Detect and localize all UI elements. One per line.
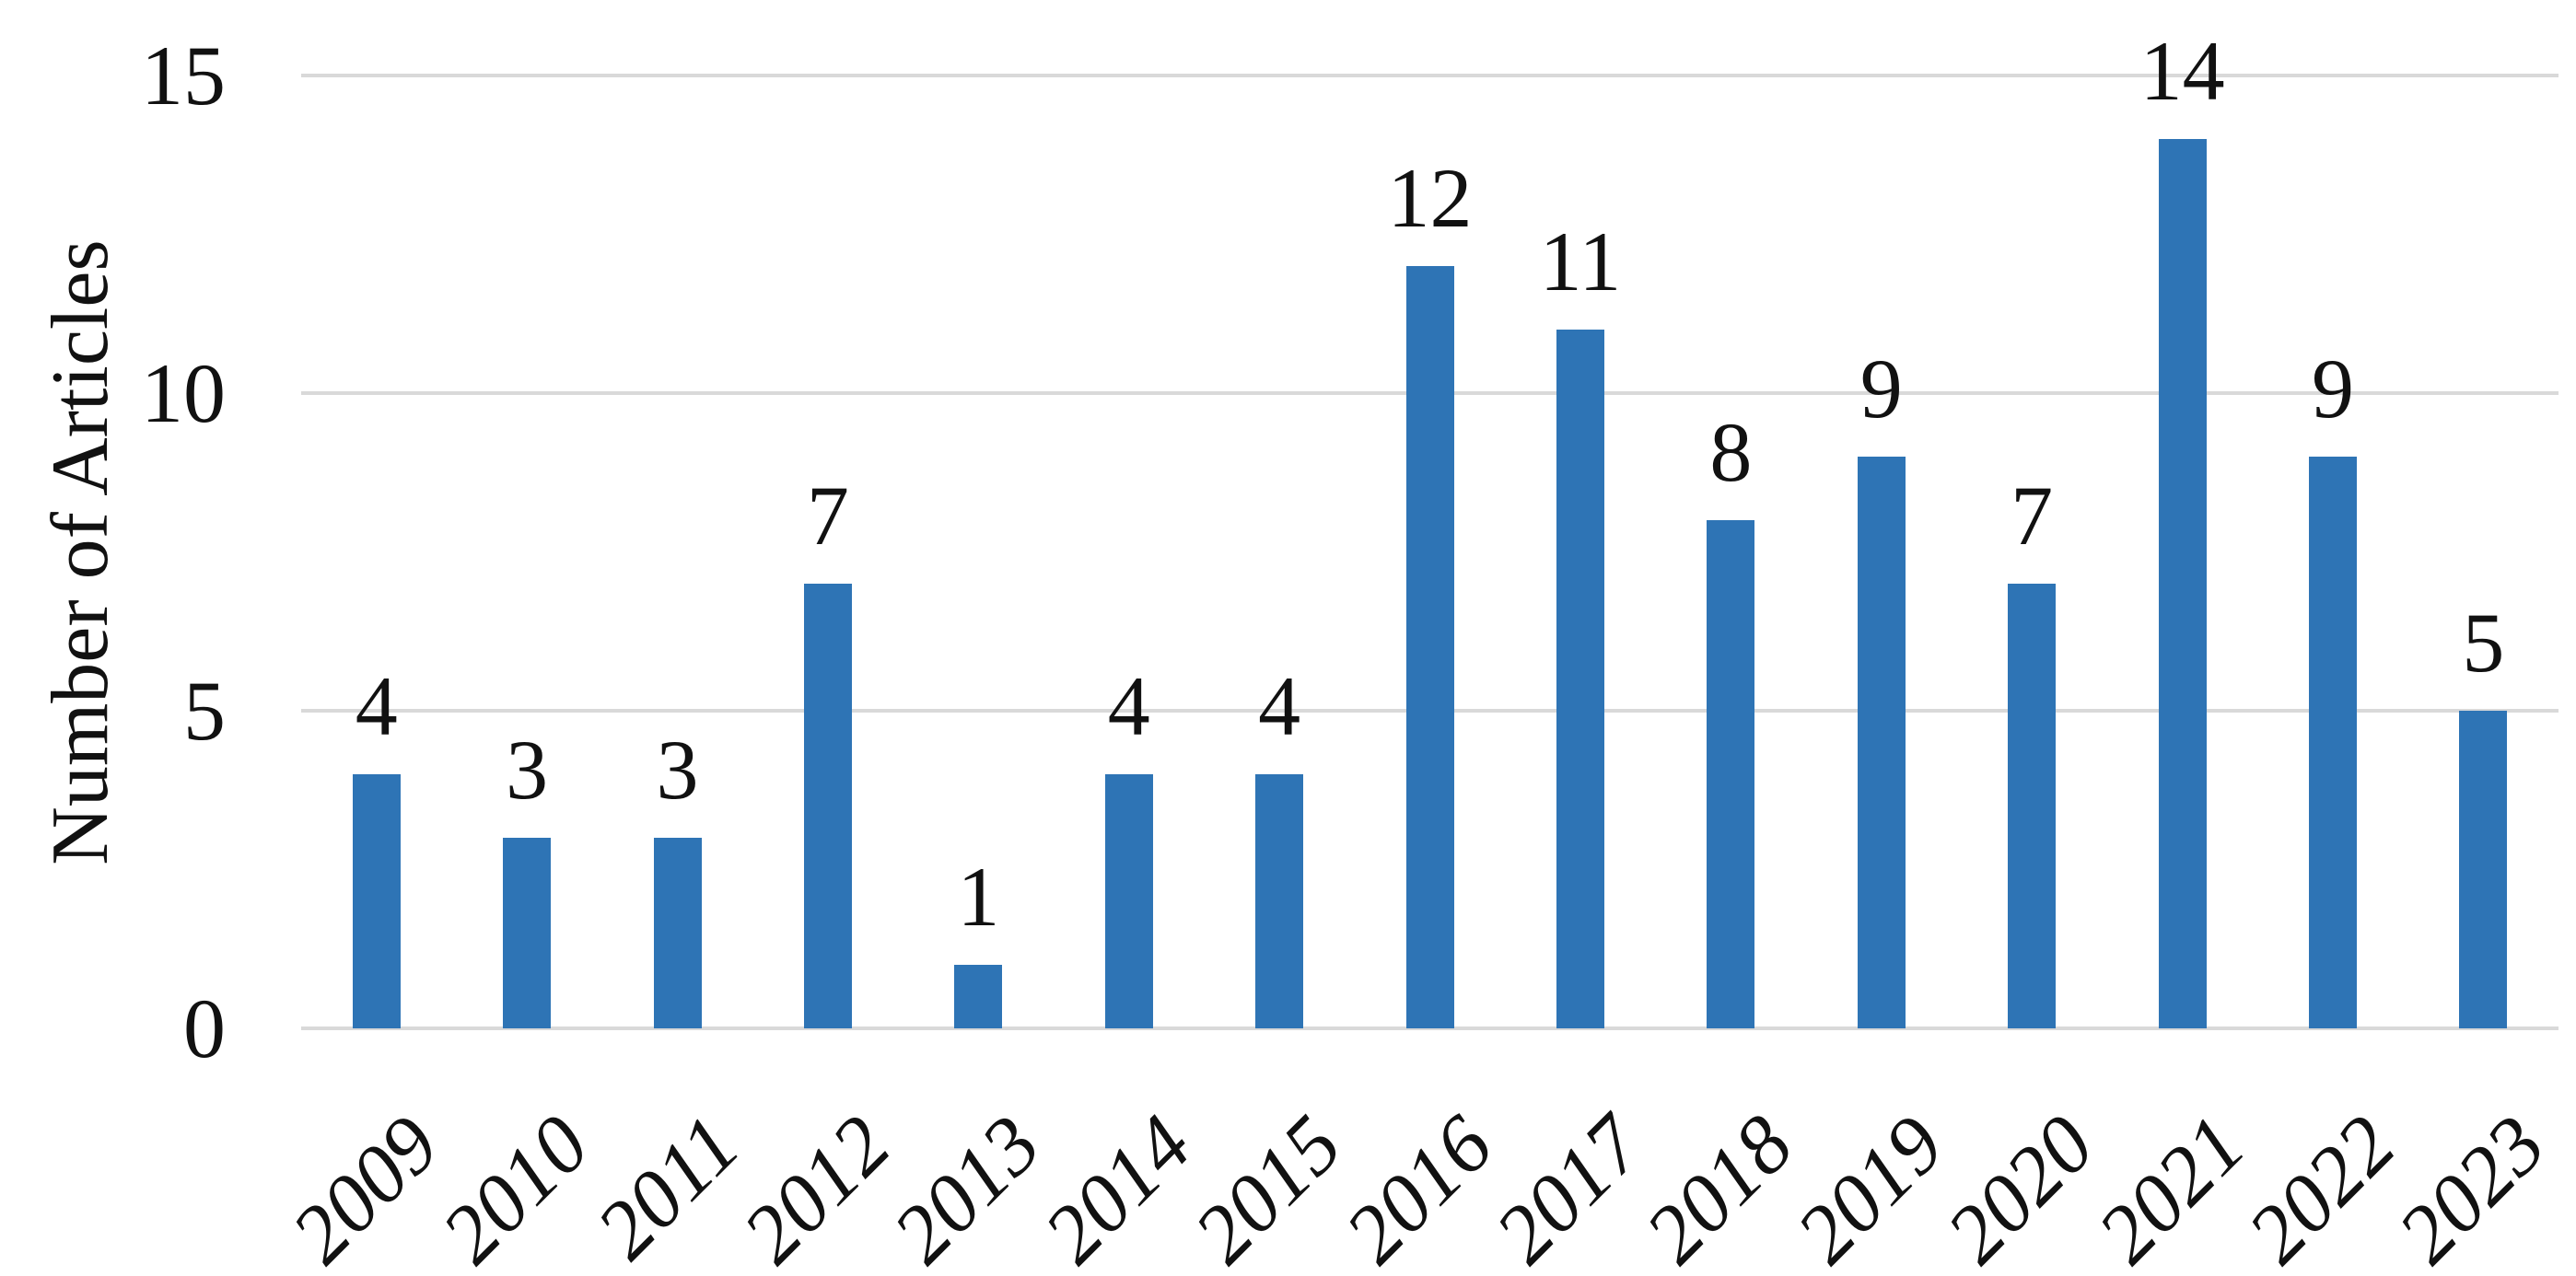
value-label-2021: 14	[2139, 24, 2225, 118]
bar-2023	[2459, 711, 2508, 1028]
y-tick-label: 10	[141, 346, 226, 440]
category-column-2022: 9 2022	[2231, 75, 2412, 1276]
category-column-2017: 11 2017	[1478, 75, 1660, 1276]
category-column-2018: 8 2018	[1629, 75, 1811, 1276]
value-label-2010: 3	[506, 723, 549, 817]
y-tick-label: 0	[183, 981, 226, 1075]
plot-area: 4 2009 3 2010 3 2011 7 2012 1 2013 4 2014 4 2015 12 201…	[274, 29, 2563, 1276]
value-label-2017: 11	[1539, 215, 1622, 308]
x-tick-label-2015: 2015	[1177, 1098, 1359, 1276]
x-tick-label-2012: 2012	[726, 1098, 908, 1276]
value-label-2009: 4	[355, 659, 398, 753]
category-column-2011: 3 2011	[579, 75, 757, 1276]
category-column-2020: 7 2020	[1929, 75, 2111, 1276]
bar-2014	[1104, 774, 1153, 1028]
x-tick-label-2014: 2014	[1026, 1098, 1209, 1276]
category-column-2014: 4 2014	[1027, 75, 1208, 1276]
x-tick-label-2020: 2020	[1929, 1098, 2112, 1276]
y-axis-title: Number of Articles	[36, 239, 125, 865]
value-label-2015: 4	[1258, 659, 1301, 753]
x-tick-label-2011: 2011	[579, 1098, 757, 1276]
category-column-2010: 3 2010	[425, 75, 606, 1276]
value-label-2022: 9	[2311, 342, 2354, 435]
x-tick-label-2023: 2023	[2381, 1098, 2563, 1276]
bar-2013	[954, 965, 1003, 1028]
x-tick-label-2021: 2021	[2080, 1098, 2263, 1276]
x-tick-label-2018: 2018	[1628, 1098, 1811, 1276]
value-label-2020: 7	[2011, 469, 2054, 563]
x-tick-label-2010: 2010	[425, 1098, 607, 1276]
x-tick-label-2022: 2022	[2231, 1098, 2413, 1276]
category-column-2019: 9 2019	[1779, 75, 1961, 1276]
category-column-2016: 12 2016	[1328, 75, 1509, 1276]
y-tick-label: 5	[183, 664, 226, 758]
value-label-2013: 1	[957, 850, 1000, 944]
bar-2022	[2308, 457, 2357, 1028]
category-column-2021: 14 2021	[2081, 29, 2262, 1276]
value-label-2019: 9	[1859, 342, 1903, 435]
bar-2019	[1857, 457, 1906, 1028]
value-label-2018: 8	[1709, 405, 1753, 499]
category-column-2012: 7 2012	[726, 75, 907, 1276]
x-tick-label-2016: 2016	[1327, 1098, 1510, 1276]
category-column-2023: 5 2023	[2382, 75, 2563, 1276]
category-column-2009: 4 2009	[274, 75, 456, 1276]
value-label-2014: 4	[1107, 659, 1150, 753]
category-column-2013: 1 2013	[877, 75, 1058, 1276]
value-label-2023: 5	[2462, 596, 2505, 690]
y-tick-label: 15	[141, 29, 226, 122]
bar-2016	[1405, 266, 1454, 1028]
x-tick-label-2019: 2019	[1778, 1098, 1962, 1276]
value-label-2011: 3	[656, 723, 699, 817]
bar-2010	[503, 838, 552, 1028]
x-tick-label-2013: 2013	[876, 1098, 1058, 1276]
bar-2018	[1707, 520, 1755, 1028]
bar-2011	[653, 838, 702, 1028]
bar-2020	[2008, 584, 2057, 1028]
bar-2012	[803, 584, 852, 1028]
x-tick-label-2017: 2017	[1478, 1098, 1661, 1276]
value-label-2016: 12	[1387, 151, 1473, 245]
gridline-y-0	[301, 1027, 2559, 1030]
x-tick-label-2009: 2009	[274, 1098, 457, 1276]
value-label-2012: 7	[806, 469, 849, 563]
bar-2021	[2158, 139, 2207, 1028]
category-column-2015: 4 2015	[1177, 75, 1358, 1276]
bar-2009	[352, 774, 401, 1028]
bar-2017	[1556, 330, 1604, 1028]
bar-2015	[1255, 774, 1304, 1028]
gridline-y-15	[301, 74, 2559, 77]
